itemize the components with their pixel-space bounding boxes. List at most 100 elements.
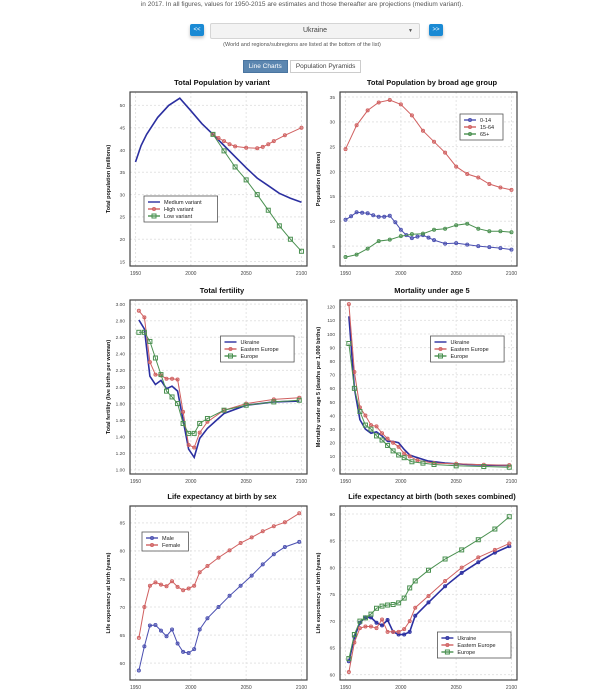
- data-point: [197, 430, 202, 435]
- data-point: [415, 234, 420, 239]
- data-point: [426, 593, 431, 598]
- tab-population-pyramids[interactable]: Population Pyramids: [289, 60, 362, 73]
- y-tick-label: 10: [330, 454, 336, 460]
- series-eastern-europe: [346, 541, 512, 674]
- y-tick-label: 2.20: [116, 368, 126, 374]
- data-point: [420, 460, 426, 466]
- data-point: [343, 217, 348, 222]
- data-point: [210, 131, 216, 137]
- data-point: [442, 556, 448, 562]
- legend-label: Male: [162, 536, 174, 542]
- data-point: [506, 514, 512, 520]
- y-tick-label: 45: [120, 125, 126, 131]
- data-point: [413, 605, 418, 610]
- y-tick-label: 1.00: [116, 468, 126, 474]
- series-line: [348, 343, 510, 468]
- data-point: [492, 547, 497, 552]
- data-point: [233, 144, 238, 149]
- data-point: [227, 548, 232, 553]
- data-point: [271, 524, 276, 529]
- series-line: [138, 319, 300, 460]
- data-point: [164, 388, 170, 394]
- data-point: [443, 584, 448, 589]
- data-point: [354, 210, 359, 215]
- chart-title: Total Population by variant: [174, 78, 270, 87]
- next-country-button[interactable]: >>: [429, 24, 443, 36]
- y-axis-label: Life expectancy at birth (years): [316, 552, 322, 633]
- data-point: [391, 440, 396, 445]
- data-point: [368, 624, 373, 629]
- data-point: [296, 397, 302, 403]
- data-point: [379, 603, 385, 609]
- plot-area: [340, 300, 517, 474]
- data-point: [153, 372, 158, 377]
- data-point: [431, 461, 437, 467]
- data-point: [390, 602, 396, 608]
- data-point: [365, 211, 370, 216]
- legend-box: [141, 531, 189, 552]
- data-point: [360, 210, 365, 215]
- data-point: [243, 177, 249, 183]
- data-point: [407, 629, 412, 634]
- data-point: [498, 229, 503, 234]
- data-point: [216, 135, 221, 140]
- y-tick-label: 20: [330, 169, 336, 175]
- data-point: [454, 164, 459, 169]
- data-point: [371, 213, 376, 218]
- x-tick-label: 2100: [506, 685, 517, 691]
- data-point: [365, 108, 370, 113]
- data-point: [297, 539, 302, 544]
- y-tick-label: 70: [330, 373, 336, 379]
- data-point: [186, 442, 191, 447]
- data-point: [228, 353, 233, 359]
- data-point: [413, 613, 418, 618]
- data-point: [476, 226, 481, 231]
- y-tick-label: 35: [120, 170, 126, 176]
- data-point: [181, 649, 186, 654]
- data-point: [170, 579, 175, 584]
- y-tick-label: 3.00: [116, 302, 126, 308]
- country-select[interactable]: Ukraine ▼: [210, 23, 420, 39]
- view-tabs: Line Charts Population Pyramids: [0, 60, 604, 73]
- y-tick-label: 75: [120, 577, 126, 583]
- data-point: [147, 583, 152, 588]
- data-point: [376, 100, 381, 105]
- y-tick-label: 30: [330, 427, 336, 433]
- plot-frame: [129, 91, 308, 267]
- y-tick-label: 100: [327, 332, 335, 338]
- series-europe: [346, 514, 512, 662]
- data-point: [391, 629, 396, 634]
- data-point: [426, 235, 431, 240]
- data-point: [438, 353, 443, 359]
- data-point: [205, 564, 210, 569]
- data-point: [260, 144, 265, 149]
- legend-label: 15-64: [480, 125, 494, 131]
- data-point: [376, 239, 381, 244]
- data-point: [152, 207, 157, 212]
- data-point: [271, 139, 276, 144]
- data-point: [170, 627, 175, 632]
- data-point: [158, 372, 164, 378]
- data-point: [271, 399, 277, 405]
- data-point: [181, 588, 186, 593]
- chart-mortality-under-5: Mortality under age 5 1950 2000 2050 2100 0 1…: [310, 286, 530, 488]
- data-point: [363, 624, 368, 629]
- data-point: [244, 145, 249, 150]
- data-point: [476, 555, 481, 560]
- data-point: [487, 245, 492, 250]
- tab-line-charts[interactable]: Line Charts: [242, 60, 288, 73]
- x-tick-label: 2100: [296, 685, 307, 691]
- y-tick-label: 80: [330, 359, 336, 365]
- x-tick-label: 2000: [395, 479, 406, 485]
- data-point: [432, 238, 437, 243]
- data-point: [374, 433, 380, 439]
- y-axis-label: Total population (millions): [106, 145, 112, 214]
- x-tick-label: 2100: [506, 479, 517, 485]
- data-point: [276, 223, 282, 229]
- data-point: [385, 436, 390, 441]
- previous-country-button[interactable]: <<: [190, 24, 204, 36]
- data-point: [420, 128, 425, 133]
- y-tick-label: 110: [327, 318, 335, 324]
